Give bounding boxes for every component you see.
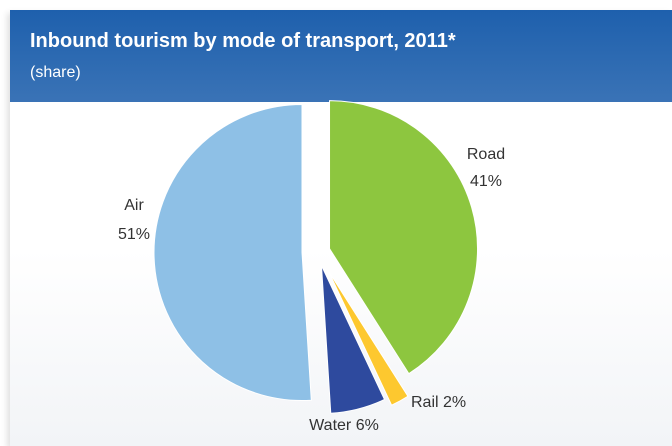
pie-slice-water xyxy=(320,265,386,414)
pie-slice-air xyxy=(153,104,312,402)
road-name-label: Road xyxy=(467,146,505,163)
chart-title: Inbound tourism by mode of transport, 20… xyxy=(30,30,456,52)
air-name-label: Air xyxy=(124,197,144,214)
air-value-label: 51% xyxy=(118,226,150,243)
pie-slices xyxy=(153,100,479,414)
rail-label: Rail 2% xyxy=(411,394,466,411)
pie-slice-road xyxy=(329,100,479,375)
water-label: Water 6% xyxy=(309,417,379,434)
chart-subtitle: (share) xyxy=(30,64,81,81)
road-value-label: 41% xyxy=(470,173,502,190)
pie-slice-rail xyxy=(328,271,409,406)
chart-header: Inbound tourism by mode of transport, 20… xyxy=(10,10,672,102)
